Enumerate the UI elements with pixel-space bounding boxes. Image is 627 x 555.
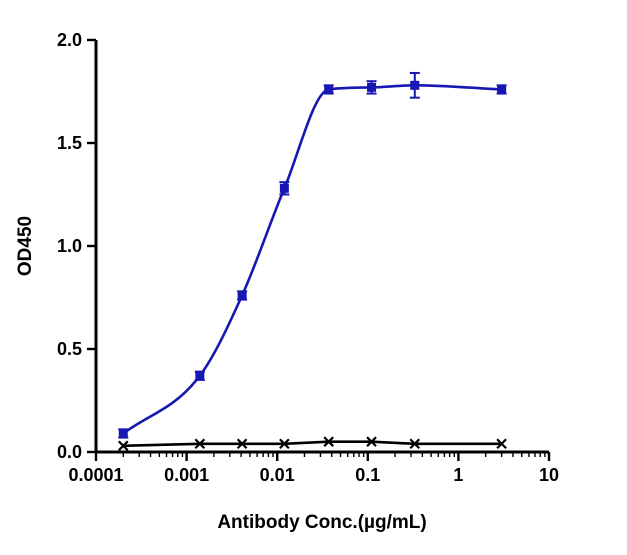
x-marker [366,436,377,447]
y-axis-title: OD450 [15,215,36,277]
series-black-x [117,436,507,452]
square-marker [410,80,420,90]
y-tick-label: 1.0 [57,236,82,256]
x-marker [117,440,129,452]
y-axis-ticks: 0.0 0.5 1.0 1.5 2.0 [57,30,96,462]
x-axis-ticks: 0.0001 0.001 0.01 0.1 1 10 [68,452,559,485]
x-marker [409,438,421,450]
square-marker [195,371,205,381]
flat-line [123,440,502,448]
x-marker [496,438,507,450]
square-marker [118,428,128,438]
axes [94,40,549,454]
square-marker [367,82,377,92]
x-tick-label: 1 [453,465,463,485]
square-marker [237,290,247,300]
fit-curve [122,83,502,435]
x-tick-label: 10 [539,465,559,485]
y-tick-label: 2.0 [57,30,82,50]
x-axis-title: Antibody Conc.(µg/mL) [217,512,427,533]
square-marker [497,84,507,94]
y-tick-label: 0.0 [57,442,82,462]
x-tick-label: 0.01 [260,465,295,485]
x-tick-label: 0.001 [164,465,209,485]
x-marker [323,436,334,447]
x-marker [236,438,248,450]
x-marker [194,438,206,450]
square-marker [279,183,289,193]
x-tick-label: 0.1 [355,465,380,485]
x-tick-label: 0.0001 [68,465,123,485]
x-marker [279,438,290,450]
square-marker [324,84,334,94]
y-tick-label: 1.5 [57,133,82,153]
y-tick-label: 0.5 [57,339,82,359]
series-blue-squares [118,71,507,439]
